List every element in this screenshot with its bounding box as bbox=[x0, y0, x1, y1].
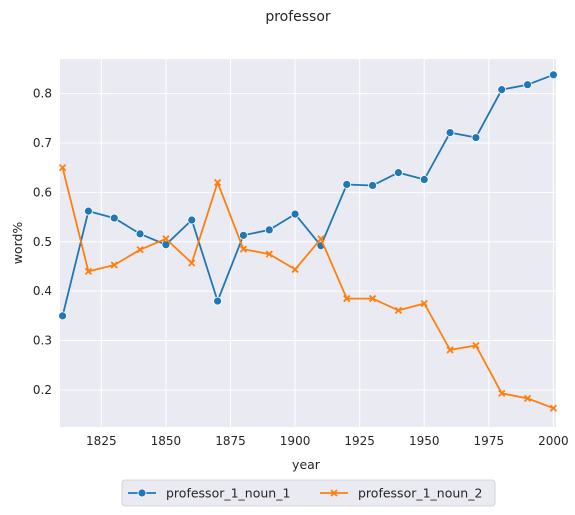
data-point bbox=[161, 240, 171, 250]
series-professor_1_noun_2 bbox=[58, 164, 558, 412]
data-point bbox=[471, 133, 481, 142]
data-point bbox=[58, 311, 67, 321]
data-point bbox=[109, 213, 119, 223]
data-point bbox=[549, 404, 558, 412]
data-point bbox=[342, 180, 352, 189]
x-tick-label: 1925 bbox=[344, 434, 375, 448]
series-layer bbox=[58, 70, 558, 412]
x-tick-label: 1875 bbox=[215, 434, 246, 448]
data-point bbox=[84, 267, 93, 276]
data-point bbox=[420, 299, 428, 308]
data-point bbox=[162, 235, 170, 243]
data-point bbox=[213, 296, 222, 306]
data-point bbox=[110, 261, 118, 269]
data-point bbox=[497, 85, 507, 95]
plot-area bbox=[60, 59, 556, 427]
y-tick-label: 0.5 bbox=[33, 235, 52, 249]
data-point bbox=[264, 225, 274, 235]
data-point bbox=[291, 265, 299, 274]
x-tick-label: 1950 bbox=[409, 434, 440, 448]
y-tick-label: 0.7 bbox=[33, 136, 52, 150]
y-axis-ticks: 0.2 0.3 0.4 0.5 0.6 0.7 0.8 bbox=[33, 87, 52, 397]
data-point bbox=[188, 259, 196, 267]
data-point bbox=[239, 245, 248, 253]
data-point bbox=[136, 246, 144, 254]
series-line bbox=[61, 167, 554, 410]
legend-item: professor_1_noun_2 bbox=[320, 486, 482, 501]
data-point bbox=[368, 181, 377, 190]
chart-title: professor bbox=[265, 9, 331, 25]
x-tick-label: 2000 bbox=[538, 434, 569, 448]
data-point bbox=[368, 294, 377, 303]
x-tick-label: 1850 bbox=[151, 434, 182, 448]
data-point bbox=[343, 294, 351, 303]
data-point bbox=[84, 206, 93, 216]
y-tick-label: 0.8 bbox=[33, 87, 52, 101]
data-point bbox=[265, 250, 273, 258]
data-point bbox=[394, 168, 403, 178]
y-axis-label: word% bbox=[10, 222, 25, 265]
data-point bbox=[290, 209, 300, 219]
x-tick-label: 1900 bbox=[280, 434, 311, 448]
data-point bbox=[213, 178, 222, 187]
x-axis-ticks: 1825 1850 1875 1900 1925 1950 1975 2000 bbox=[86, 434, 569, 448]
legend-label: professor_1_noun_1 bbox=[166, 486, 290, 501]
data-point bbox=[445, 128, 455, 138]
data-point bbox=[317, 235, 325, 243]
series-line bbox=[61, 73, 554, 317]
legend-item: professor_1_noun_1 bbox=[128, 486, 290, 501]
y-tick-label: 0.3 bbox=[33, 334, 52, 348]
y-tick-label: 0.2 bbox=[33, 383, 52, 397]
data-point bbox=[187, 215, 197, 225]
data-point bbox=[472, 341, 480, 350]
x-tick-label: 1825 bbox=[86, 434, 117, 448]
data-point bbox=[549, 70, 558, 80]
data-point bbox=[58, 164, 67, 172]
y-tick-label: 0.6 bbox=[33, 185, 52, 199]
data-point bbox=[498, 389, 506, 398]
data-point bbox=[523, 394, 532, 402]
data-point bbox=[523, 80, 532, 90]
data-point bbox=[419, 175, 429, 184]
data-point bbox=[239, 230, 248, 240]
data-point bbox=[394, 306, 403, 315]
legend-label: professor_1_noun_2 bbox=[358, 486, 482, 501]
y-tick-label: 0.4 bbox=[33, 284, 52, 298]
legend-marker bbox=[330, 489, 338, 497]
legend-marker bbox=[137, 488, 147, 498]
x-axis-label: year bbox=[292, 457, 321, 472]
x-tick-label: 1975 bbox=[474, 434, 505, 448]
legend: professor_1_noun_1 professor_1_noun_2 bbox=[121, 479, 496, 507]
data-point bbox=[446, 346, 454, 354]
legend-box bbox=[121, 479, 496, 507]
data-point bbox=[135, 229, 145, 239]
series-professor_1_noun_1 bbox=[58, 70, 558, 321]
grid-lines bbox=[60, 59, 556, 427]
